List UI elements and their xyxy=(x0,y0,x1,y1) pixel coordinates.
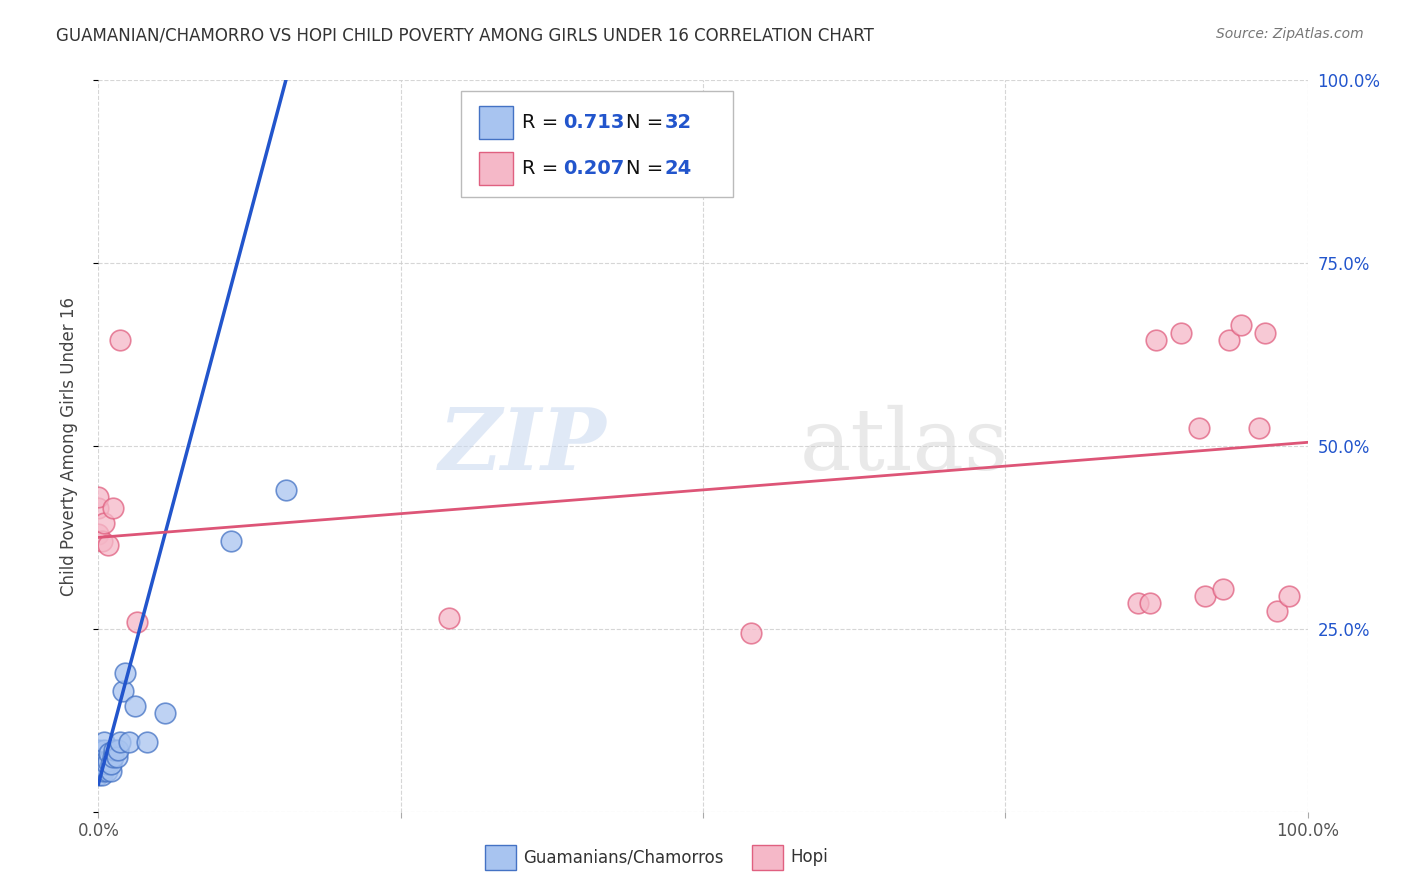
FancyBboxPatch shape xyxy=(479,152,513,185)
Point xyxy=(100,757,122,772)
Point xyxy=(93,761,115,775)
Text: N =: N = xyxy=(626,112,669,132)
Point xyxy=(437,611,460,625)
Point xyxy=(96,757,118,772)
Text: R =: R = xyxy=(522,112,564,132)
Point xyxy=(91,534,114,549)
Point xyxy=(135,735,157,749)
Point xyxy=(118,735,141,749)
Point xyxy=(103,742,125,756)
Point xyxy=(1212,582,1234,596)
Text: Source: ZipAtlas.com: Source: ZipAtlas.com xyxy=(1216,27,1364,41)
Point xyxy=(1218,333,1240,347)
Point xyxy=(1230,318,1253,333)
Point xyxy=(111,684,134,698)
Point xyxy=(91,768,114,782)
Point xyxy=(153,706,176,720)
Point xyxy=(91,757,114,772)
Point xyxy=(274,483,297,497)
FancyBboxPatch shape xyxy=(479,106,513,139)
Point xyxy=(87,501,110,516)
Point xyxy=(1128,596,1150,610)
Point xyxy=(93,742,115,756)
Point xyxy=(91,754,114,768)
Y-axis label: Child Poverty Among Girls Under 16: Child Poverty Among Girls Under 16 xyxy=(59,296,77,596)
Point xyxy=(114,665,136,680)
Point xyxy=(108,333,131,347)
Point xyxy=(221,534,243,549)
Text: Guamanians/Chamorros: Guamanians/Chamorros xyxy=(523,848,724,866)
Point xyxy=(107,742,129,756)
Point xyxy=(93,735,115,749)
Point xyxy=(1278,589,1301,603)
Point xyxy=(1254,326,1277,340)
FancyBboxPatch shape xyxy=(461,91,734,197)
Point xyxy=(740,625,762,640)
Point xyxy=(87,768,110,782)
Point xyxy=(1139,596,1161,610)
Point xyxy=(87,742,110,756)
Text: Hopi: Hopi xyxy=(790,848,828,866)
Point xyxy=(108,735,131,749)
Point xyxy=(127,615,149,629)
Text: N =: N = xyxy=(626,159,669,178)
Text: GUAMANIAN/CHAMORRO VS HOPI CHILD POVERTY AMONG GIRLS UNDER 16 CORRELATION CHART: GUAMANIAN/CHAMORRO VS HOPI CHILD POVERTY… xyxy=(56,27,875,45)
Point xyxy=(98,746,121,760)
Point xyxy=(1194,589,1216,603)
Point xyxy=(93,749,115,764)
Point xyxy=(94,754,117,768)
Point xyxy=(91,764,114,779)
Text: 32: 32 xyxy=(664,112,692,132)
Point xyxy=(87,754,110,768)
Point xyxy=(101,501,124,516)
Point xyxy=(87,490,110,504)
Text: 24: 24 xyxy=(664,159,692,178)
Text: 0.207: 0.207 xyxy=(562,159,624,178)
Text: R =: R = xyxy=(522,159,564,178)
Point xyxy=(1170,326,1192,340)
Point xyxy=(100,764,122,779)
Point xyxy=(1146,333,1168,347)
Text: ZIP: ZIP xyxy=(439,404,606,488)
Point xyxy=(1267,603,1289,617)
Point xyxy=(93,516,115,530)
Text: 0.713: 0.713 xyxy=(562,112,624,132)
Point xyxy=(97,538,120,552)
Point xyxy=(97,754,120,768)
Point xyxy=(87,761,110,775)
Point xyxy=(87,526,110,541)
Point xyxy=(105,749,128,764)
Text: atlas: atlas xyxy=(800,404,1010,488)
Point xyxy=(124,698,146,713)
Point xyxy=(96,764,118,779)
Point xyxy=(101,749,124,764)
Point xyxy=(1249,421,1271,435)
Point xyxy=(1188,421,1211,435)
